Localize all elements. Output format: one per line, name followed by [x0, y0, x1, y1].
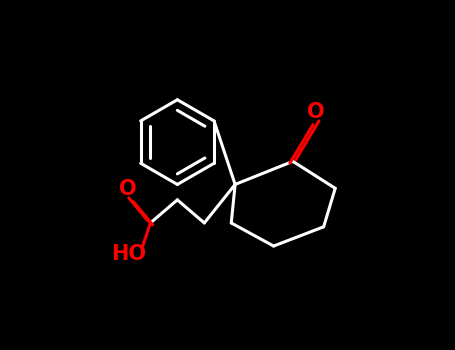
Text: HO: HO	[111, 244, 147, 264]
Text: O: O	[307, 102, 325, 122]
Text: O: O	[118, 179, 136, 199]
